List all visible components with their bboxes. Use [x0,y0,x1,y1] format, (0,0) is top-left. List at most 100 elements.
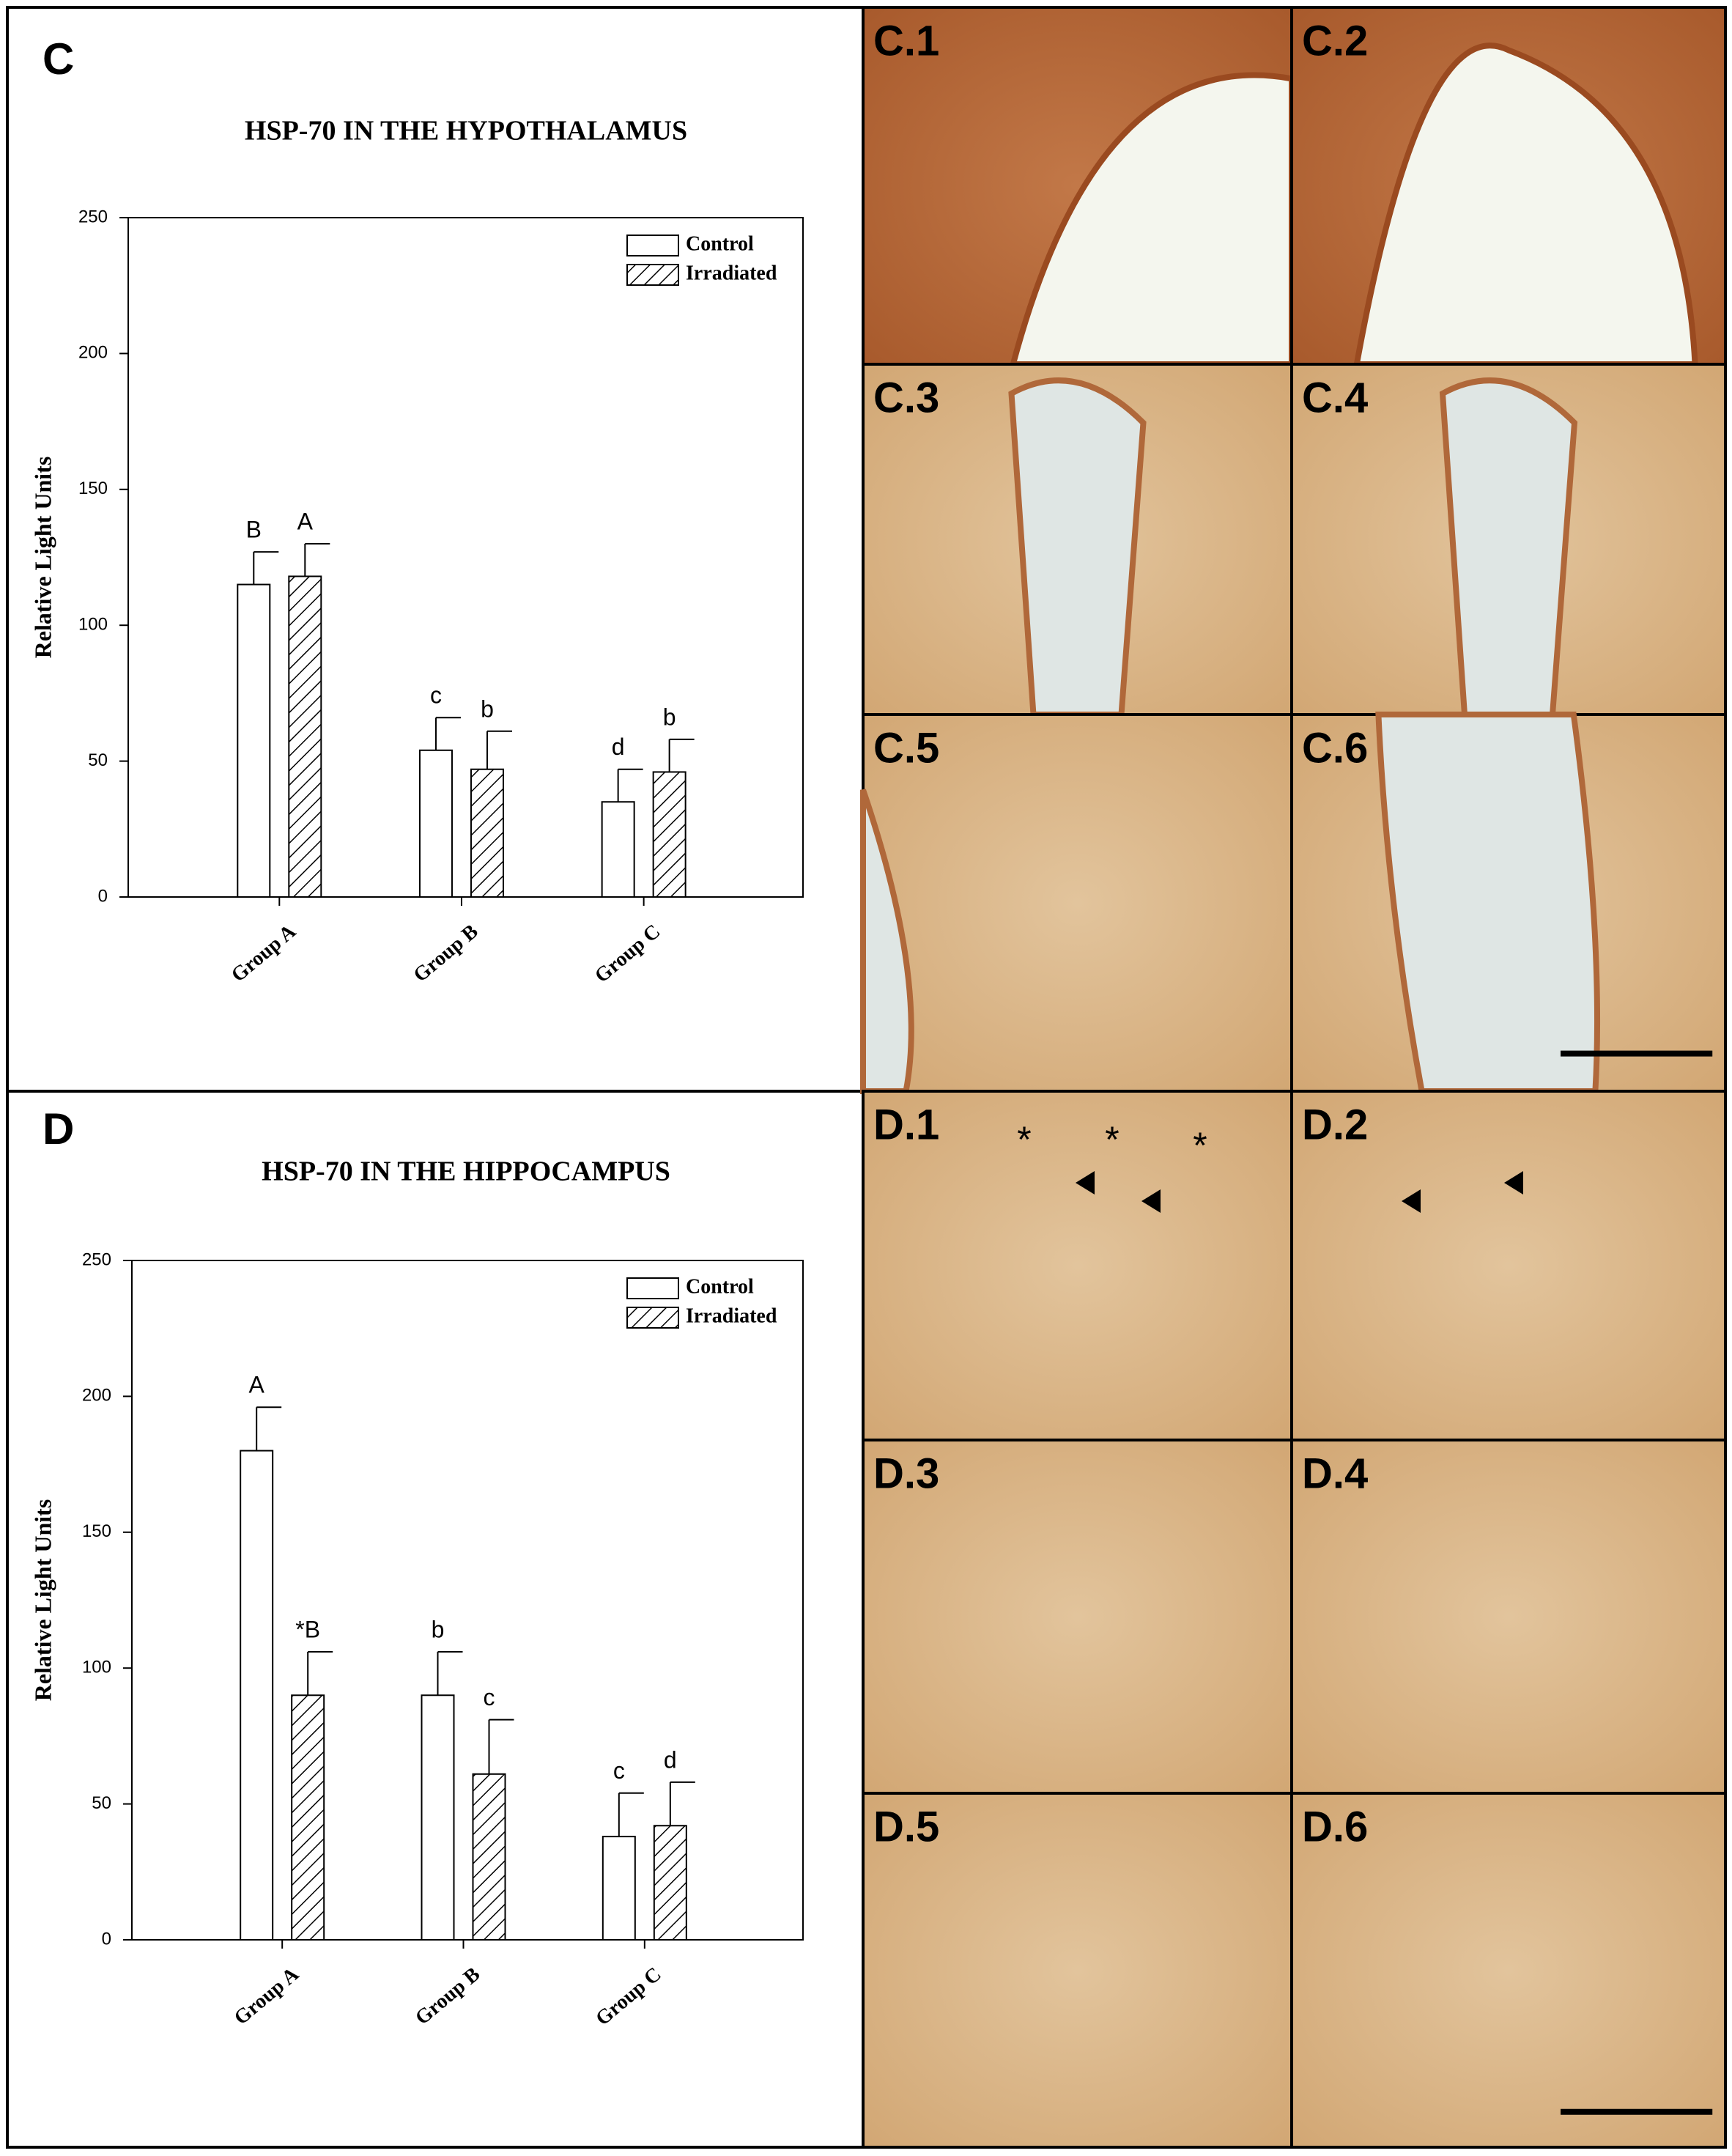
significance-label: *B [295,1616,320,1642]
y-tick-label: 0 [98,886,108,906]
x-tick-label: Group C [591,1963,665,2031]
y-tick-label: 150 [82,1521,111,1541]
significance-label: c [430,682,442,709]
error-bar [617,768,643,802]
y-axis-label: Relative Light Units [29,457,56,659]
micrograph [862,1439,1293,1795]
lumen [1353,43,1698,367]
significance-label: d [664,1746,677,1773]
micrograph-label: C.5 [873,724,939,772]
lumen [1009,72,1295,367]
legend-label: Irradiated [686,1304,777,1327]
x-tick-label: Group B [411,1963,484,2030]
error-bar [669,1781,695,1826]
significance-label: A [297,508,314,534]
error-bar [307,1650,333,1696]
micrograph-label: C.3 [873,374,939,421]
arrowhead [1141,1189,1161,1213]
bar [288,575,322,898]
y-tick-label: 100 [78,615,108,635]
y-tick-label: 200 [82,1386,111,1406]
significance-label: c [613,1757,625,1784]
micrograph [862,1090,1293,1441]
bar [240,1450,274,1941]
bar [652,771,686,898]
arrowhead [1504,1171,1523,1195]
error-bar [486,730,512,769]
error-bar [253,551,279,585]
legend-swatch [626,1307,679,1329]
chart-title: HSP-70 IN THE HIPPOCAMPUS [262,1156,670,1187]
significance-label: B [246,517,262,543]
panel-letter: C [42,34,74,84]
significance-label: c [484,1684,495,1710]
micrograph-label: C.4 [1302,374,1368,421]
micrograph-label: D.4 [1302,1450,1368,1497]
bar [237,583,271,898]
micrograph-label: C.6 [1302,724,1368,772]
bar [421,1694,455,1941]
y-tick-label: 250 [82,1249,111,1269]
legend-label: Irradiated [686,262,777,284]
y-axis-label: Relative Light Units [29,1499,56,1702]
y-tick-label: 150 [78,479,108,498]
legend-label: Control [686,1275,754,1298]
y-tick-label: 100 [82,1658,111,1677]
panel-letter: D [42,1104,74,1153]
micrograph [1290,1090,1727,1441]
significance-label: A [249,1372,265,1398]
significance-label: b [432,1616,445,1642]
error-bar [488,1718,514,1774]
significance-label: b [481,695,494,722]
y-tick-label: 50 [88,750,108,770]
lumen [1439,377,1578,717]
bar [601,801,635,898]
x-tick-label: Group B [410,920,483,987]
legend-swatch [626,235,679,256]
micrograph [862,1792,1293,2149]
legend-swatch [626,1277,679,1299]
micrograph [1290,1792,1727,2149]
error-bar [304,542,330,577]
legend-label: Control [686,232,754,255]
lumen [860,789,914,1094]
bar [418,749,453,898]
error-bar [618,1792,644,1837]
lumen [1008,377,1147,717]
error-bar [256,1406,282,1451]
bar [472,1773,506,1941]
y-tick-label: 250 [78,207,108,226]
x-tick-label: Group A [227,920,301,986]
bar [470,768,504,898]
error-bar [437,1650,463,1696]
y-tick-label: 50 [92,1793,111,1813]
arrowhead [1076,1171,1095,1195]
micrograph-label: C.2 [1302,17,1368,64]
arrowhead [1402,1189,1421,1213]
micrograph-label: D.1 [873,1101,939,1148]
annotation: * [1193,1125,1207,1166]
x-tick-label: Group A [230,1963,304,2029]
lumen [1375,712,1601,1094]
annotation: * [1105,1119,1119,1160]
chart-title: HSP-70 IN THE HYPOTHALAMUS [245,116,687,147]
error-bar [434,717,461,750]
plot-area [127,217,804,898]
micrograph-label: D.5 [873,1803,939,1850]
bar [291,1694,325,1941]
micrograph-label: D.3 [873,1450,939,1497]
x-tick-label: Group C [591,920,665,988]
bar [653,1825,687,1941]
micrograph [1290,1439,1727,1795]
significance-label: b [663,704,676,730]
plot-area [131,1260,804,1941]
y-tick-label: 200 [78,343,108,363]
micrograph-label: D.2 [1302,1101,1368,1148]
annotation: * [1017,1119,1031,1160]
micrograph-label: C.1 [873,17,939,64]
error-bar [668,738,695,772]
bar [602,1836,636,1941]
significance-label: d [612,734,625,760]
micrograph-label: D.6 [1302,1803,1368,1850]
